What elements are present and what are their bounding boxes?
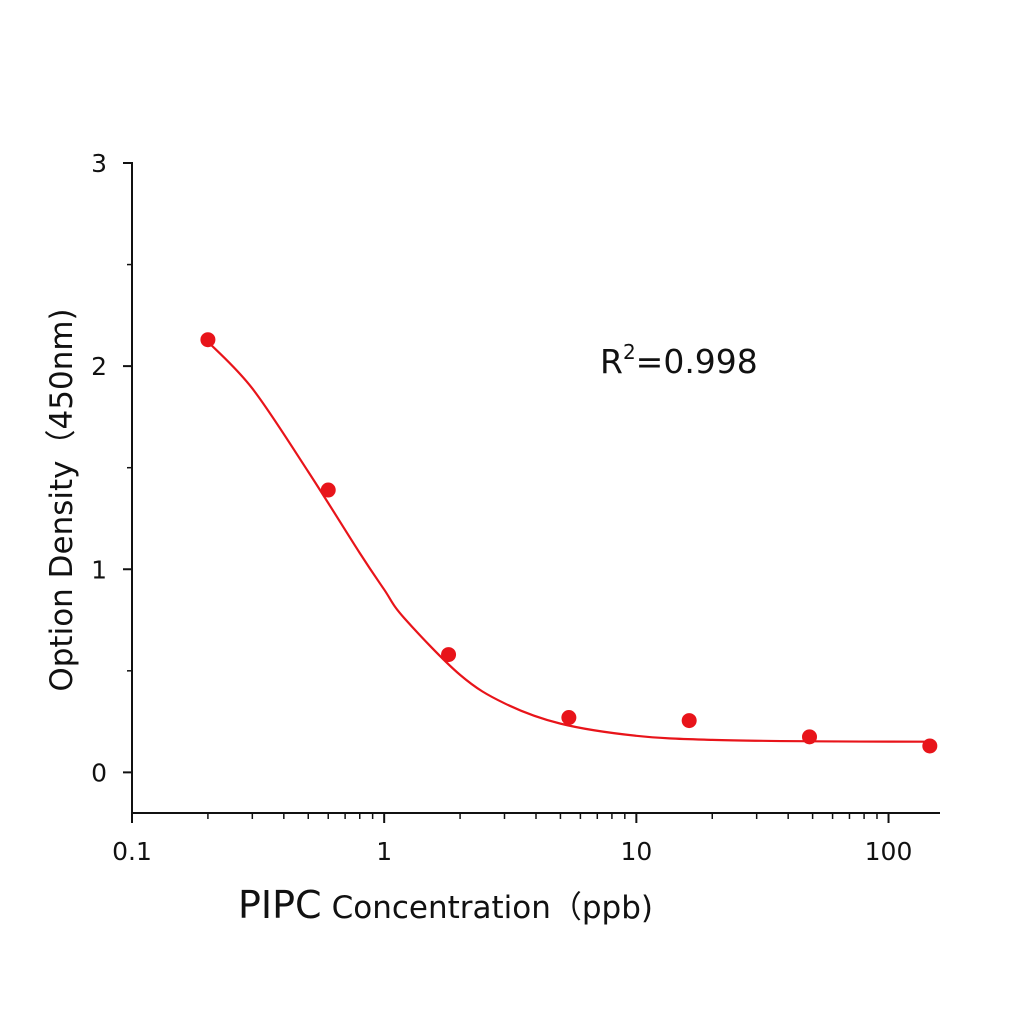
y-tick-label: 0: [91, 758, 107, 787]
annotation-superscript: 2: [623, 340, 636, 364]
r-squared-annotation: R2=0.998: [600, 340, 758, 381]
x-axis-label-prefix: PIPC: [238, 883, 322, 927]
data-point: [922, 738, 938, 754]
plot-area: [200, 332, 938, 754]
annotation-value: =0.998: [636, 342, 758, 381]
x-tick-label: 100: [865, 837, 913, 866]
y-axis-label: Option Density（450nm): [44, 308, 80, 691]
x-tick-label: 10: [620, 837, 652, 866]
x-axis-label-text: Concentration（ppb): [332, 890, 653, 926]
fit-curve: [207, 340, 930, 743]
y-tick-label: 1: [91, 555, 107, 584]
y-tick-label: 3: [91, 149, 107, 178]
data-point: [681, 713, 697, 729]
x-tick-label: 1: [376, 837, 392, 866]
y-tick-label: 2: [91, 352, 107, 381]
data-point: [320, 482, 336, 498]
annotation-base: R: [600, 342, 623, 381]
data-point: [561, 710, 577, 726]
data-point: [200, 332, 216, 348]
x-axis-label: PIPC Concentration（ppb): [238, 883, 653, 927]
x-tick-label: 0.1: [112, 837, 152, 866]
data-point: [802, 729, 818, 745]
data-point: [441, 647, 457, 663]
tick-layer: 0.1 1 10 100 0 1 2 3: [91, 149, 912, 866]
